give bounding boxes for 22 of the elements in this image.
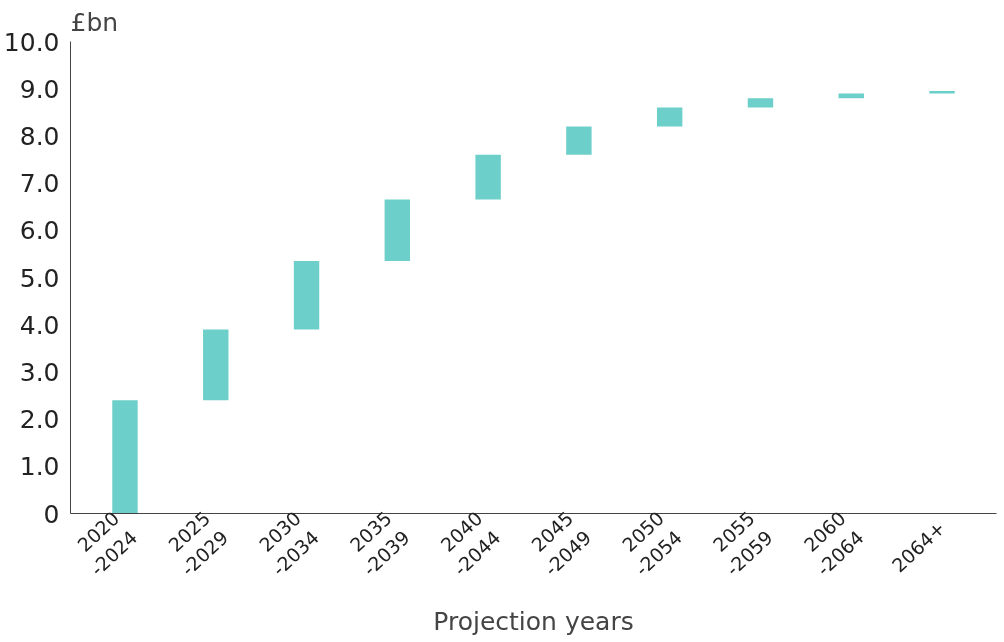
y-tick-label: 3.0 [19, 357, 60, 387]
bar [566, 126, 592, 155]
y-axis-title: £bn [70, 7, 119, 37]
y-tick-label: 9.0 [19, 74, 60, 104]
y-tick-label: 0 [43, 499, 60, 529]
y-tick-label: 10.0 [3, 27, 60, 57]
bar [203, 329, 229, 401]
bar [384, 199, 411, 261]
y-tick-label: 6.0 [19, 216, 60, 246]
bar [656, 107, 683, 127]
y-tick-label: 1.0 [19, 452, 60, 482]
y-tick-label: 7.0 [19, 169, 60, 199]
bar [475, 154, 501, 200]
y-tick-label: 5.0 [19, 263, 60, 293]
bar [838, 93, 864, 99]
x-axis-title: Projection years [433, 606, 634, 636]
bar [112, 400, 138, 514]
y-tick-label: 2.0 [19, 405, 60, 435]
bar [747, 98, 774, 108]
y-tick-label: 8.0 [19, 121, 60, 151]
y-tick-label: 4.0 [19, 310, 60, 340]
bar [293, 260, 320, 330]
